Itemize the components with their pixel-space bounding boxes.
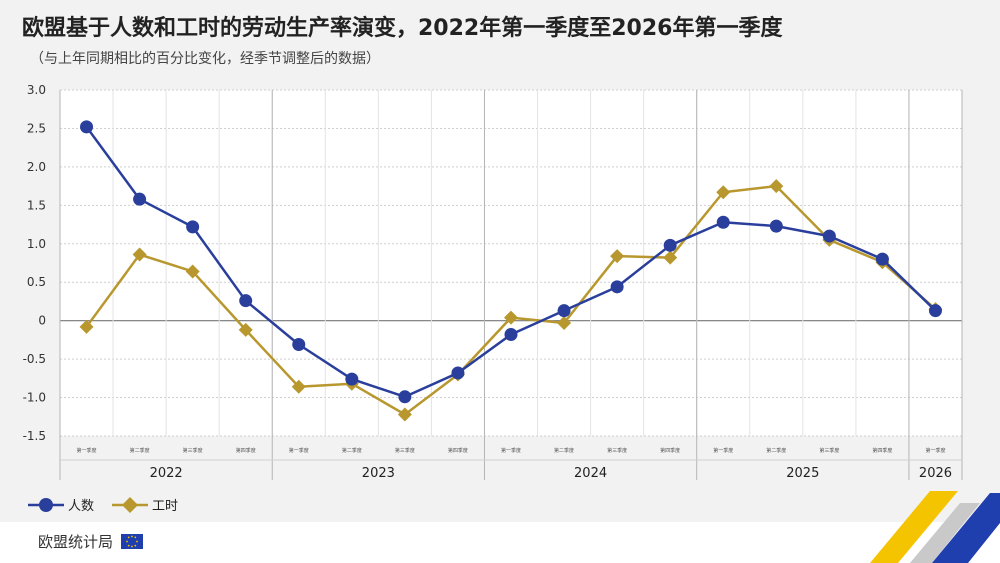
year-label: 2023 [362, 466, 395, 481]
data-point-hours [238, 322, 253, 337]
y-tick-label: 2.5 [27, 121, 46, 135]
y-tick-label: 1.5 [27, 198, 46, 212]
quarter-tick-label: 第一季度 [501, 447, 521, 454]
data-point-hours [132, 247, 147, 262]
year-label: 2024 [574, 466, 607, 481]
corner-logo-stripes [870, 491, 1000, 563]
legend-diamond-icon [112, 496, 149, 513]
data-point-persons [345, 372, 359, 386]
data-point-persons [80, 120, 94, 134]
data-point-hours [769, 179, 784, 194]
grid [59, 89, 963, 437]
plot-area [60, 90, 962, 436]
quarter-tick-label: 第四季度 [660, 447, 680, 454]
series [79, 120, 943, 422]
quarter-tick-label: 第三季度 [183, 447, 203, 454]
y-tick-label: -0.5 [23, 352, 46, 366]
data-point-persons [557, 304, 571, 318]
y-tick-label: 3.0 [27, 83, 46, 97]
legend-label-hours: 工时 [152, 499, 179, 514]
y-tick-label: 1.0 [27, 237, 46, 251]
quarter-tick-label: 第四季度 [448, 447, 468, 454]
source-text: 欧盟统计局 [38, 533, 114, 551]
data-point-hours [291, 379, 306, 394]
line-chart: 3.0 2.5 2.0 1.5 1.0 0.5 0 -0.5 -1.0 -1.5 第一季度 第二季度 第… [23, 83, 963, 481]
y-tick-label: 0 [38, 314, 46, 328]
quarter-tick-label: 第三季度 [819, 447, 839, 454]
legend-label-persons: 人数 [68, 499, 95, 514]
data-point-hours [185, 264, 200, 279]
data-point-persons [610, 280, 624, 294]
quarter-tick-label: 第一季度 [289, 447, 309, 454]
quarter-tick-label: 第三季度 [395, 447, 415, 454]
data-point-hours [557, 315, 572, 330]
y-tick-label: 2.0 [27, 160, 46, 174]
data-point-persons [769, 219, 783, 233]
data-point-hours [610, 249, 625, 264]
quarter-tick-label: 第四季度 [236, 447, 256, 454]
year-label: 2022 [150, 466, 183, 481]
data-point-hours [716, 185, 731, 200]
data-point-persons [875, 252, 889, 266]
y-tick-label: -1.0 [23, 391, 46, 405]
year-label: 2026 [919, 466, 952, 481]
data-point-persons [133, 192, 147, 206]
quarter-tick-label: 第二季度 [342, 447, 362, 454]
data-point-persons [504, 328, 518, 342]
legend: 人数 工时 [28, 495, 196, 514]
quarter-tick-label: 第三季度 [607, 447, 627, 454]
data-point-persons [451, 366, 465, 380]
data-point-persons [716, 215, 730, 229]
eu-flag-icon [121, 534, 144, 549]
data-point-persons [186, 220, 200, 234]
data-point-persons [239, 294, 253, 308]
data-point-hours [397, 407, 412, 422]
quarter-tick-label: 第一季度 [925, 447, 945, 454]
year-label: 2025 [786, 466, 819, 481]
data-point-persons [292, 338, 306, 352]
quarter-tick-label: 第二季度 [130, 447, 150, 454]
data-point-persons [663, 238, 677, 252]
data-point-persons [928, 304, 942, 318]
data-point-persons [822, 229, 836, 243]
y-tick-label: 0.5 [27, 275, 46, 289]
data-point-hours [504, 310, 518, 325]
quarter-tick-label: 第四季度 [872, 447, 892, 454]
quarter-tick-label: 第二季度 [766, 447, 786, 454]
quarter-tick-label: 第一季度 [713, 447, 733, 454]
data-point-hours [79, 319, 94, 334]
source-label: 欧盟统计局 [38, 531, 144, 552]
data-point-hours [663, 250, 678, 265]
axes: 3.0 2.5 2.0 1.5 1.0 0.5 0 -0.5 -1.0 -1.5 第一季度 第二季度 第… [23, 83, 963, 481]
chart-title: 欧盟基于人数和工时的劳动生产率演变，2022年第一季度至2026年第一季度 [22, 16, 783, 41]
legend-circle-icon [28, 497, 64, 512]
legend-item-persons: 人数 [28, 495, 94, 514]
footer: 欧盟统计局 [0, 522, 1000, 563]
chart-subtitle: （与上年同期相比的百分比变化，经季节调整后的数据） [30, 51, 380, 67]
y-tick-label: -1.5 [23, 429, 46, 443]
quarter-tick-label: 第一季度 [77, 447, 97, 454]
legend-item-hours: 工时 [112, 495, 178, 514]
data-point-persons [398, 390, 412, 404]
quarter-tick-label: 第二季度 [554, 447, 574, 454]
